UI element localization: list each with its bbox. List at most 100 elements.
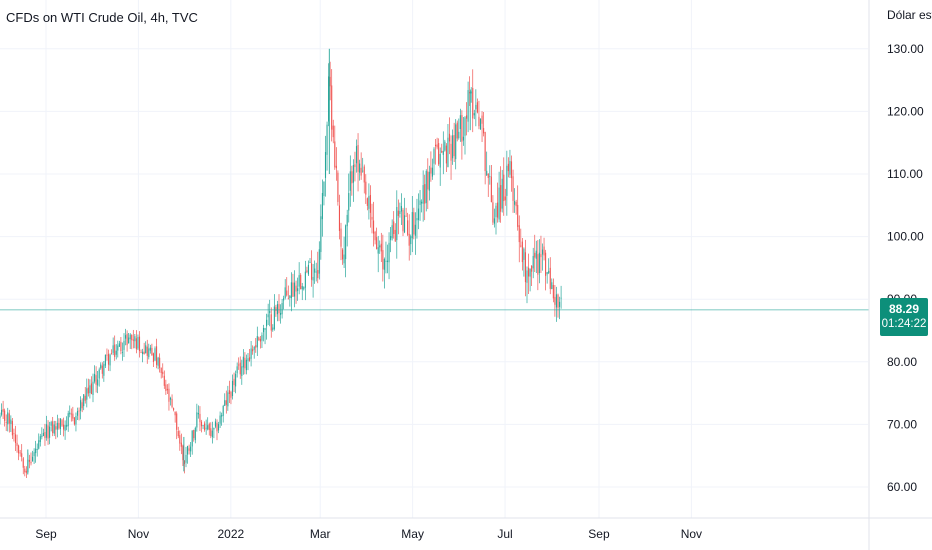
candle-body [115,350,117,355]
candle-body [346,214,348,227]
candle-body [328,76,330,122]
candle-body [112,345,114,353]
candle-body [129,334,131,340]
candle-body [159,357,161,368]
candle-body [52,421,54,434]
candle-body [72,413,74,419]
candle-body [416,218,418,221]
candle-body [324,152,327,178]
candle-body [94,373,96,382]
candle-body [492,202,494,223]
y-tick-label: 100.00 [887,230,924,244]
candle-body [92,381,94,395]
candle-body [73,417,75,425]
candle-body [506,165,508,196]
y-tick-label: 80.00 [887,355,917,369]
candle-body [323,182,325,197]
candle-body [126,333,128,346]
candle-body [298,275,300,287]
candle-body [436,144,438,148]
candle-body [131,334,133,341]
candle-body [166,388,168,391]
candle-body [58,422,60,429]
candle-body [180,442,182,447]
candle-body [100,364,102,369]
candle-body [109,354,111,366]
candle-body [258,337,260,341]
candle-body [352,164,354,183]
candle-body [59,418,61,430]
candle-body [111,353,113,355]
candle-body [297,288,299,292]
candle-body [498,187,500,220]
candle-body [320,216,322,253]
candle-body [517,204,519,227]
currency-label[interactable]: Dólar estadounidense [887,8,932,22]
candle-body [149,347,151,351]
candle-body [307,264,309,275]
candle-body [238,364,240,366]
candle-body [515,201,517,207]
candle-body [273,306,275,330]
candle-body [526,270,528,283]
candle-body [500,185,502,212]
candle-body [366,198,368,206]
candle-body [368,196,370,209]
candle-body [104,354,106,366]
candle-body [22,458,24,468]
candle-body [16,442,18,446]
candle-body [191,430,193,447]
candle-body [306,270,308,273]
candle-body [213,427,215,430]
candle-body [321,193,323,220]
candle-body [168,388,170,402]
candle-body [81,402,83,409]
candle-body [259,338,261,342]
candle-body [484,132,486,172]
last-price: 88.29 [888,302,920,316]
candle-body [473,113,475,116]
candle-body [453,135,455,157]
candle-body [66,424,68,427]
candle-body [160,367,162,373]
candle-body [278,304,280,314]
candle-body [386,260,389,262]
price-badge: 88.29 01:24:22 [880,298,928,336]
candle-body [359,163,361,173]
candle-body [53,424,55,434]
candle-body [272,327,274,331]
candle-body [230,391,232,398]
candle-body [64,424,66,431]
candle-body [407,220,409,235]
candle-body [518,225,520,243]
candle-body [413,212,415,235]
candle-body [475,104,477,110]
candle-body [101,365,103,374]
candle-body [283,298,285,301]
candle-body [373,220,375,234]
candle-body [334,141,336,168]
candle-body [391,225,393,239]
candle-body [540,254,542,258]
candles [0,48,562,479]
candle-body [382,250,384,270]
grid [0,0,868,518]
x-tick-label: Sep [35,527,57,541]
candle-body [292,282,294,297]
candle-body [194,427,196,441]
candle-body [557,294,559,308]
candle-body [250,348,252,359]
x-tick-label: Mar [310,527,331,541]
candle-body [281,303,283,315]
candle-body [36,449,38,451]
candle-body [399,211,401,214]
candle-body [438,143,440,165]
candle-body [44,431,46,439]
candle-body [435,144,437,147]
candle-body [507,163,509,172]
candle-body [555,294,557,308]
candle-body [512,176,514,201]
candle-body [546,272,548,275]
candle-body [174,411,176,416]
